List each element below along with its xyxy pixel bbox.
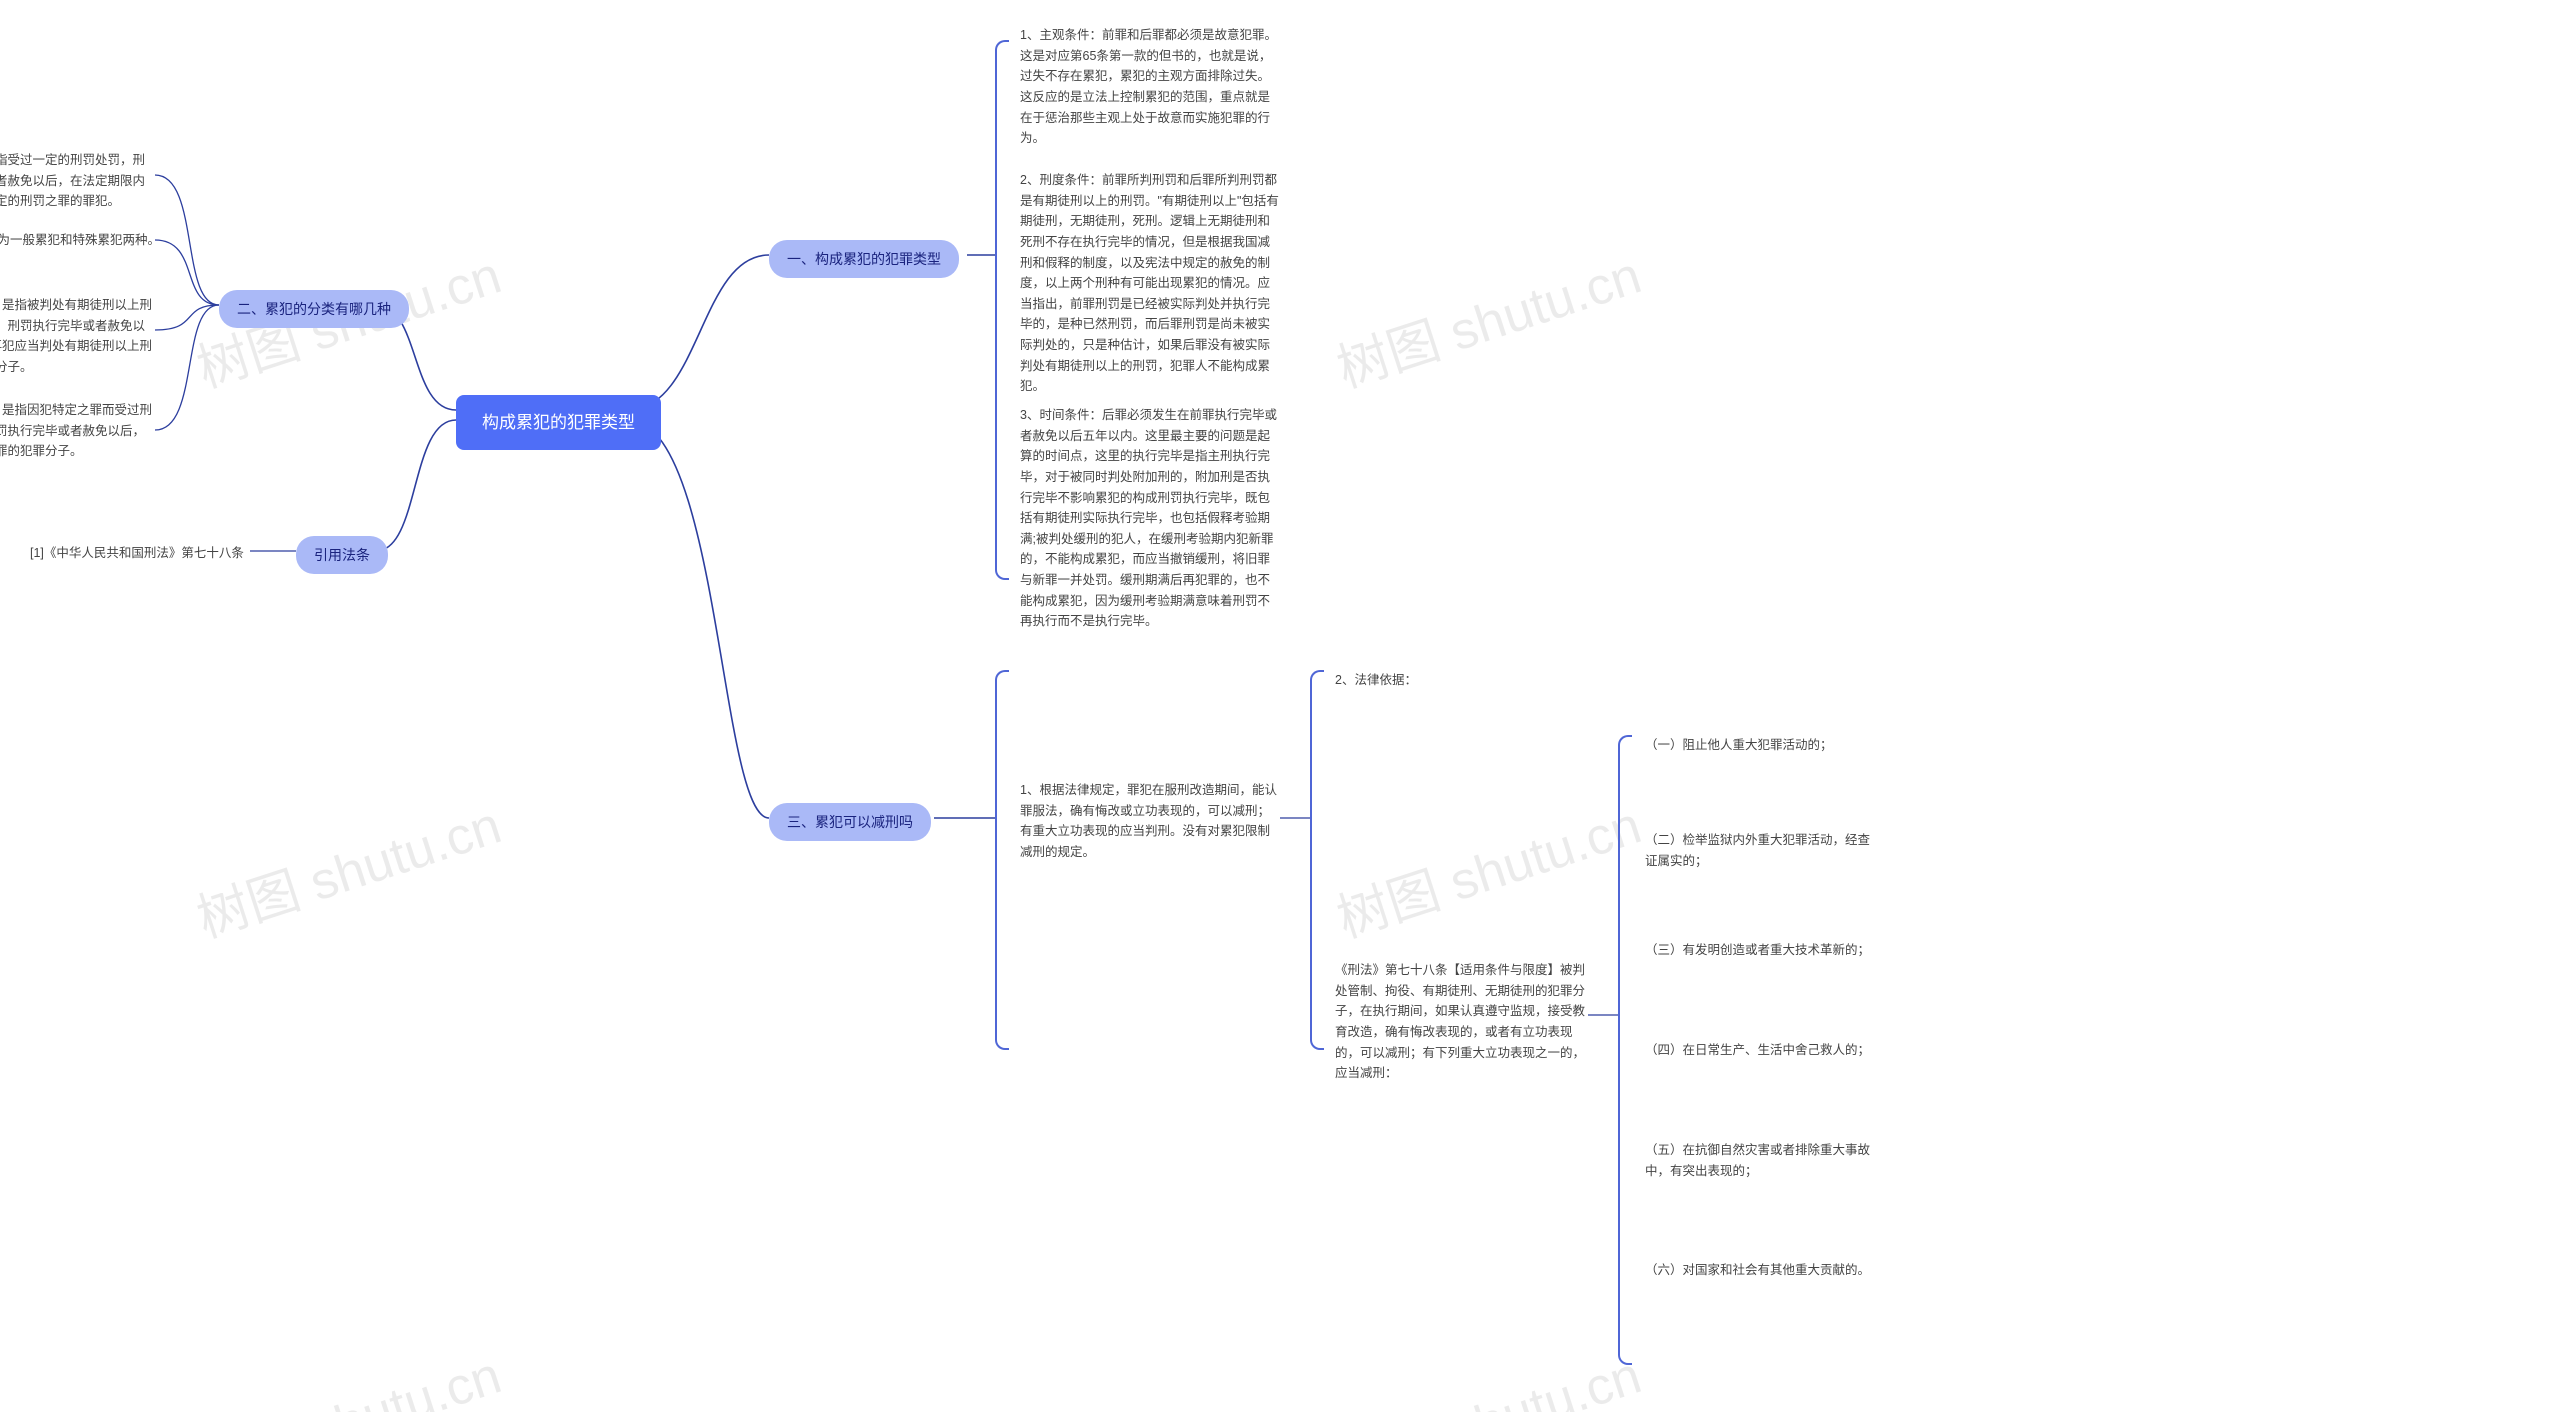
leaf-3-2: 2、法律依据：	[1335, 670, 1535, 691]
leaf-3-3-3: （三）有发明创造或者重大技术革新的；	[1645, 940, 1875, 961]
leaf-3-3-4: （四）在日常生产、生活中舍己救人的；	[1645, 1040, 1875, 1061]
leaf-2-2: 累犯分为一般累犯和特殊累犯两种。	[0, 230, 160, 251]
branch-1: 一、构成累犯的犯罪类型	[769, 240, 959, 278]
leaf-3-3-2: （二）检举监狱内外重大犯罪活动，经查证属实的；	[1645, 830, 1875, 871]
leaf-1-3: 3、时间条件：后罪必须发生在前罪执行完毕或者赦免以后五年以内。这里最主要的问题是…	[1020, 405, 1280, 632]
watermark: 树图 shutu.cn	[186, 1333, 509, 1412]
bracket-b3-sub	[1310, 670, 1324, 1050]
leaf-3-3-1: （一）阻止他人重大犯罪活动的；	[1645, 735, 1875, 756]
bracket-b1	[995, 40, 1009, 580]
leaf-2-4: 2、特殊累犯：是指因犯特定之罪而受过刑罚处罚，在刑罚执行完毕或者赦免以后，又犯该…	[0, 400, 155, 462]
leaf-2-3: 1、一般累犯：是指被判处有期徒刑以上刑罚的犯罪分子，刑罚执行完毕或者赦免以后，在…	[0, 295, 155, 378]
leaf-3-3: 《刑法》第七十八条【适用条件与限度】被判处管制、拘役、有期徒刑、无期徒刑的犯罪分…	[1335, 960, 1595, 1084]
leaf-3-1: 1、根据法律规定，罪犯在服刑改造期间，能认罪服法，确有悔改或立功表现的，可以减刑…	[1020, 780, 1280, 863]
leaf-3-3-6: （六）对国家和社会有其他重大贡献的。	[1645, 1260, 1875, 1281]
watermark: 树图 shutu.cn	[186, 783, 509, 952]
branch-4: 引用法条	[296, 536, 388, 574]
branch-2: 二、累犯的分类有哪几种	[219, 290, 409, 328]
watermark: 树图 shutu.cn	[1326, 233, 1649, 402]
connector-layer	[0, 0, 2560, 1412]
root-node: 构成累犯的犯罪类型	[456, 395, 661, 450]
watermark: 树图 shutu.cn	[1326, 1333, 1649, 1412]
watermark: 树图 shutu.cn	[1326, 783, 1649, 952]
leaf-3-3-5: （五）在抗御自然灾害或者排除重大事故中，有突出表现的；	[1645, 1140, 1875, 1181]
bracket-b3	[995, 670, 1009, 1050]
leaf-2-1: 所谓累犯，是指受过一定的刑罚处罚，刑罚执行完毕或者赦免以后，在法定期限内又犯被判…	[0, 150, 155, 212]
leaf-1-2: 2、刑度条件：前罪所判刑罚和后罪所判刑罚都是有期徒刑以上的刑罚。"有期徒刑以上"…	[1020, 170, 1280, 397]
bracket-l33	[1618, 735, 1632, 1365]
leaf-1-1: 1、主观条件：前罪和后罪都必须是故意犯罪。这是对应第65条第一款的但书的，也就是…	[1020, 25, 1280, 149]
leaf-4-1: [1]《中华人民共和国刑法》第七十八条	[30, 543, 250, 564]
branch-3: 三、累犯可以减刑吗	[769, 803, 931, 841]
